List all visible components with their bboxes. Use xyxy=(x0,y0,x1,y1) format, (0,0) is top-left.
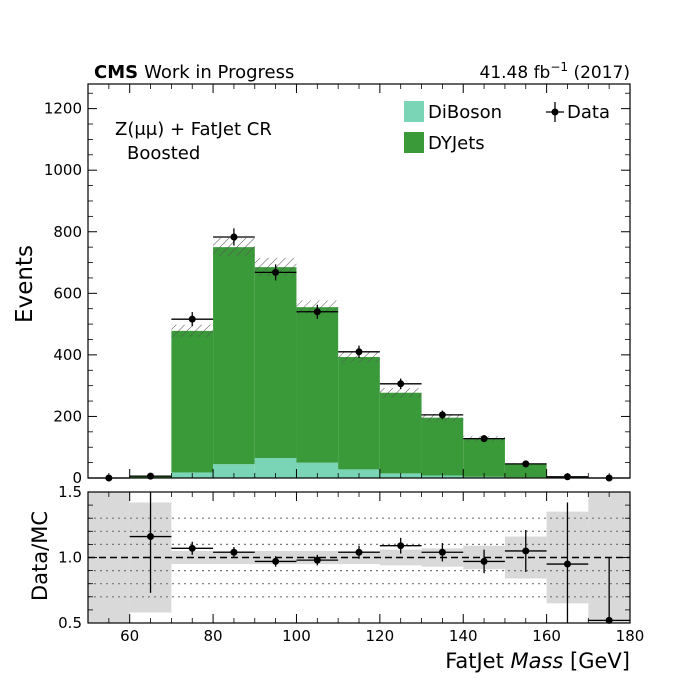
bar-diboson xyxy=(213,464,255,478)
legend-label-diboson: DiBoson xyxy=(428,102,502,123)
y-tick-label: 0 xyxy=(72,469,82,487)
uncertainty-hatch xyxy=(379,388,422,398)
x-axis-label: FatJet Mass [GeV] xyxy=(445,649,630,673)
bar-dyjets xyxy=(213,247,255,465)
legend-label-dyjets: DYJets xyxy=(428,133,485,154)
ratio-panel: 0.5 1.0 1.5 60 80 100 120 140 160 180 Data/MC Fat… xyxy=(28,483,644,673)
x-tick-label: 120 xyxy=(366,627,395,645)
ratio-gridlines xyxy=(88,517,630,598)
x-axis-label-suffix: [GeV] xyxy=(563,649,630,673)
y-tick-label: 1000 xyxy=(44,161,82,179)
x-tick-label: 100 xyxy=(282,627,311,645)
x-axis-label-italic: Mass xyxy=(511,649,564,673)
x-tick-label: 60 xyxy=(120,627,139,645)
bar-dyjets xyxy=(379,392,422,474)
y-tick-label: 1200 xyxy=(44,100,82,118)
data-point xyxy=(313,308,321,316)
y-tick-label: 800 xyxy=(53,223,82,241)
bar-dyjets xyxy=(463,438,505,477)
ratio-y-tick-label: 0.5 xyxy=(58,614,82,632)
bar-dyjets xyxy=(338,357,380,470)
bar-dyjets xyxy=(296,307,339,463)
stacked-bars xyxy=(129,247,589,478)
ratio-point xyxy=(355,548,363,556)
bar-dyjets xyxy=(254,267,297,458)
legend: DiBoson DYJets Data xyxy=(404,101,610,154)
ratio-point xyxy=(438,548,446,556)
x-axis-label-prefix: FatJet xyxy=(445,649,510,673)
data-point xyxy=(480,435,488,443)
ratio-point xyxy=(480,557,488,565)
data-point xyxy=(522,460,530,468)
data-point xyxy=(188,315,196,323)
data-point xyxy=(230,233,238,241)
ratio-point xyxy=(230,548,238,556)
legend-data-marker xyxy=(551,108,559,116)
region-line1: Z(μμ) + FatJet CR xyxy=(115,119,272,140)
ratio-points xyxy=(129,492,630,624)
ratio-point xyxy=(563,560,571,568)
x-tick-label: 180 xyxy=(616,627,645,645)
uncertainty-hatch xyxy=(171,324,214,338)
data-point xyxy=(438,411,446,419)
x-tick-label: 160 xyxy=(532,627,561,645)
y-tick-label: 200 xyxy=(53,407,82,425)
data-point xyxy=(272,268,280,276)
bar-diboson xyxy=(296,462,339,478)
ratio-point xyxy=(147,533,155,541)
legend-swatch-dyjets xyxy=(404,132,424,153)
lumi-exp: −1 xyxy=(550,60,568,74)
main-axes: 0 200 400 600 800 1000 1200 xyxy=(44,84,631,487)
legend-swatch-diboson xyxy=(404,101,424,122)
x-tick-label: 140 xyxy=(449,627,478,645)
lumi-value: 41.48 fb xyxy=(480,63,551,83)
y-tick-label: 600 xyxy=(53,284,82,302)
ratio-point xyxy=(397,542,405,550)
data-point xyxy=(397,380,405,388)
lumi-year: (2017) xyxy=(568,63,630,83)
ratio-point xyxy=(522,547,530,555)
main-frame xyxy=(87,83,631,479)
ratio-y-tick-label: 1.5 xyxy=(58,483,82,501)
ratio-point xyxy=(272,557,280,565)
bar-dyjets xyxy=(504,464,547,478)
region-line2: Boosted xyxy=(127,143,200,164)
legend-label-data: Data xyxy=(567,102,610,123)
ratio-y-axis-label: Data/MC xyxy=(28,511,52,601)
data-points xyxy=(88,228,630,482)
x-tick-label: 80 xyxy=(204,627,223,645)
lumi-label: 41.48 fb−1 (2017) xyxy=(480,60,631,83)
work-label: Work in Progress xyxy=(144,62,294,83)
ratio-point xyxy=(313,556,321,564)
data-point xyxy=(355,348,363,356)
ratio-frame xyxy=(87,491,631,624)
ratio-point xyxy=(188,544,196,552)
bar-dyjets xyxy=(421,417,464,476)
y-tick-label: 400 xyxy=(53,346,82,364)
bar-dyjets xyxy=(171,330,214,473)
header-left: CMS Work in Progress xyxy=(94,62,294,83)
ratio-y-tick-label: 1.0 xyxy=(58,549,82,567)
uncertainty-hatch xyxy=(213,237,255,257)
ratio-axes: 0.5 1.0 1.5 60 80 100 120 140 160 180 xyxy=(58,483,644,645)
bar-diboson xyxy=(254,457,297,478)
y-axis-label: Events xyxy=(12,245,38,323)
cms-label: CMS xyxy=(94,62,138,83)
